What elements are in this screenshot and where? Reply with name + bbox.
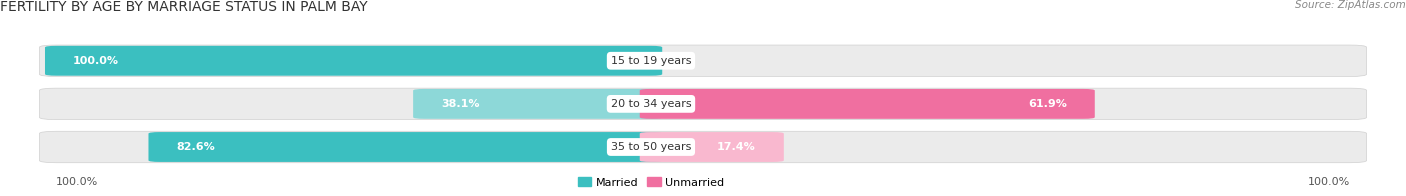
Text: 17.4%: 17.4% (717, 142, 755, 152)
Legend: Married, Unmarried: Married, Unmarried (574, 173, 728, 192)
Text: 15 to 19 years: 15 to 19 years (610, 56, 692, 66)
Text: 35 to 50 years: 35 to 50 years (610, 142, 692, 152)
FancyBboxPatch shape (149, 132, 662, 162)
Text: Source: ZipAtlas.com: Source: ZipAtlas.com (1295, 0, 1406, 10)
FancyBboxPatch shape (640, 132, 783, 162)
FancyBboxPatch shape (39, 45, 1367, 76)
Text: 100.0%: 100.0% (73, 56, 120, 66)
Text: FERTILITY BY AGE BY MARRIAGE STATUS IN PALM BAY: FERTILITY BY AGE BY MARRIAGE STATUS IN P… (0, 0, 367, 14)
FancyBboxPatch shape (640, 89, 1095, 119)
FancyBboxPatch shape (413, 89, 662, 119)
Text: 100.0%: 100.0% (56, 177, 98, 187)
FancyBboxPatch shape (45, 46, 662, 76)
Text: 38.1%: 38.1% (441, 99, 479, 109)
Text: 61.9%: 61.9% (1028, 99, 1067, 109)
Text: 82.6%: 82.6% (177, 142, 215, 152)
Text: 20 to 34 years: 20 to 34 years (610, 99, 692, 109)
Text: 100.0%: 100.0% (1308, 177, 1350, 187)
FancyBboxPatch shape (39, 88, 1367, 120)
FancyBboxPatch shape (39, 131, 1367, 163)
